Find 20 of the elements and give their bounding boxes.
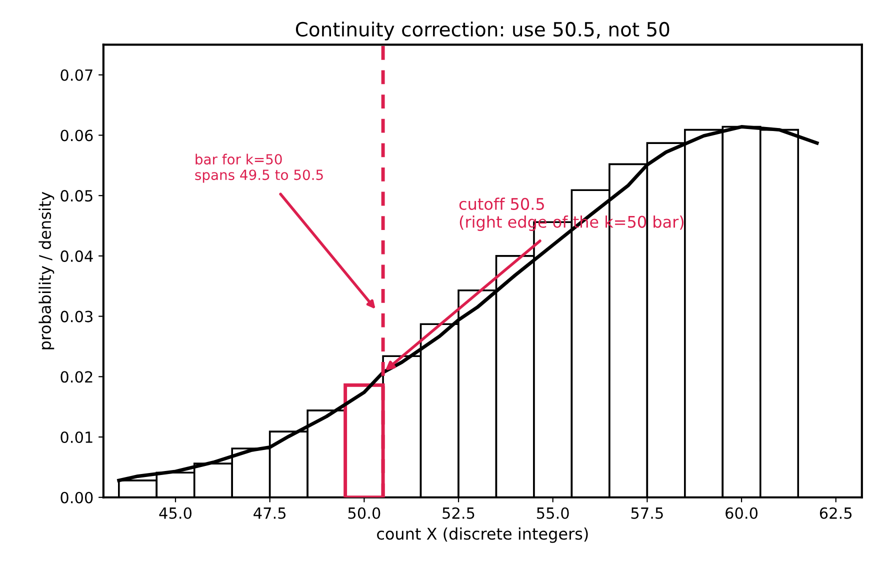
x-tick-label: 47.5 <box>254 508 286 519</box>
x-tick-label: 45.0 <box>159 507 192 519</box>
x-tick-label: 57.5 <box>631 508 663 519</box>
x-axis-title: count X (discrete integers) <box>377 527 588 543</box>
y-tick-label: 0.01 <box>60 431 92 444</box>
x-tick-label: 50.0 <box>348 507 380 519</box>
y-tick-label: 0.03 <box>60 310 92 322</box>
y-axis-title: probability / density <box>38 192 54 350</box>
x-tick-label: 55.0 <box>537 507 569 519</box>
annotation: bar for k=50 spans 49.5 to 50.5 <box>195 154 323 183</box>
y-tick-label: 0.02 <box>60 371 92 383</box>
x-tick-label: 52.5 <box>442 507 474 519</box>
chart-title: Continuity correction: use 50.5, not 50 <box>296 22 670 40</box>
y-tick-label: 0.06 <box>60 130 93 142</box>
y-tick-label: 0.07 <box>60 69 92 81</box>
y-tick-label: 0.05 <box>60 190 92 202</box>
x-tick-label: 62.5 <box>820 507 852 519</box>
y-tick-label: 0.04 <box>60 250 93 262</box>
y-tick-label: 0.00 <box>60 492 93 504</box>
x-tick-label: 60.0 <box>726 507 758 519</box>
